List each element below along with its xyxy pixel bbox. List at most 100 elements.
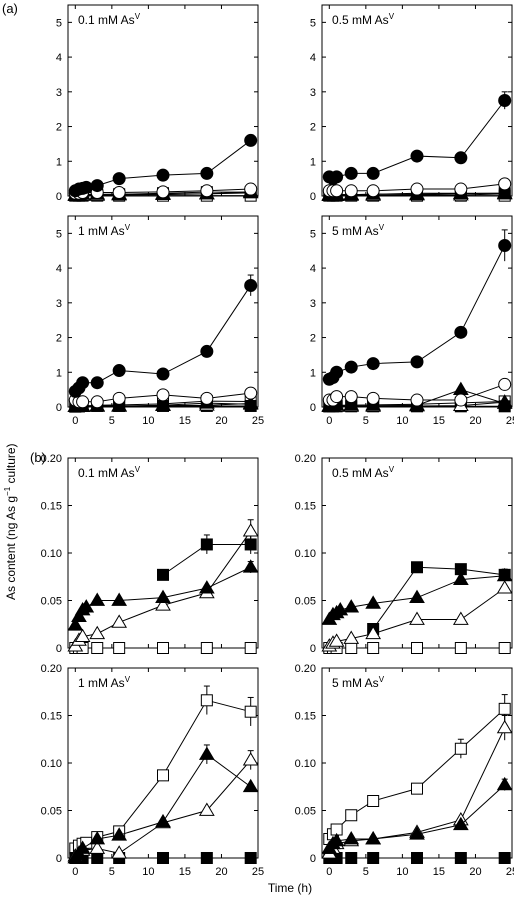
- data-point: [200, 391, 214, 405]
- data-point: [496, 567, 513, 582]
- x-tick-label: 0: [72, 415, 78, 427]
- plot-area: 0 1 2 3 4 5 0.1 mM AsV 0 1 2 3 4 5 0.5 mM AsV 0 1 2 3 4 5 0 5…: [41, 4, 514, 878]
- series-open-square: [323, 694, 511, 845]
- data-point: [90, 179, 104, 193]
- series-line: [372, 566, 505, 630]
- y-tick-label: 2: [56, 333, 62, 345]
- data-point: [156, 367, 170, 381]
- data-point: [410, 182, 424, 196]
- data-point: [244, 133, 258, 147]
- data-point: [411, 561, 423, 574]
- data-point: [242, 752, 259, 766]
- data-point: [411, 852, 423, 864]
- data-point: [344, 390, 358, 404]
- y-tick-label: 5: [310, 17, 316, 29]
- data-point: [157, 642, 169, 654]
- data-point: [244, 642, 257, 654]
- data-point: [157, 769, 169, 782]
- data-point: [156, 388, 170, 402]
- series-filled-square: [367, 561, 511, 635]
- data-point: [244, 705, 257, 718]
- x-tick-label: 20: [215, 415, 227, 427]
- data-point: [454, 742, 467, 755]
- y-tick-label: 0.05: [41, 806, 62, 818]
- x-tick-label: 10: [142, 866, 154, 878]
- data-point: [157, 568, 169, 581]
- data-point: [498, 702, 511, 715]
- x-tick-label: 5: [363, 415, 369, 427]
- chart-panel-6: 0 0.05 0.10 0.15 0.20 0.5 mM AsV: [295, 453, 513, 655]
- data-point: [112, 172, 126, 186]
- data-point: [198, 802, 215, 816]
- panel-a-label: (a): [2, 1, 18, 16]
- data-point: [454, 325, 468, 339]
- data-point: [343, 630, 360, 644]
- data-point: [345, 809, 358, 822]
- data-point: [411, 642, 423, 654]
- panel-title: 1 mM AsV: [78, 223, 131, 238]
- data-point: [111, 845, 128, 859]
- data-point: [328, 832, 345, 847]
- chart-panel-3: 0 1 2 3 4 5 0 5 10 15 20 25 1 mM AsV: [56, 215, 264, 427]
- data-point: [156, 168, 170, 182]
- data-point: [244, 278, 258, 292]
- y-axis-label: As content (ng As g−1 culture): [3, 443, 18, 600]
- data-point: [200, 344, 214, 358]
- series-filled-circle: [322, 91, 512, 186]
- data-point: [200, 852, 213, 864]
- data-point: [498, 377, 512, 391]
- y-tick-label: 2: [310, 333, 316, 345]
- data-point: [498, 239, 512, 253]
- data-point: [366, 184, 380, 198]
- chart-panel-1: 0 1 2 3 4 5 0.1 mM AsV: [56, 4, 259, 203]
- series-open-square: [323, 642, 511, 654]
- data-point: [244, 386, 258, 400]
- y-tick-label: 0.15: [295, 711, 316, 723]
- data-point: [367, 642, 380, 654]
- series-filled-triangle: [67, 744, 259, 864]
- plot-frame: [67, 4, 259, 197]
- y-tick-label: 3: [310, 87, 316, 99]
- data-point: [344, 360, 358, 374]
- x-tick-label: 20: [469, 866, 481, 878]
- data-point: [496, 185, 513, 199]
- series-filled-circle: [68, 274, 258, 398]
- x-tick-label: 5: [109, 866, 115, 878]
- chart-panel-7: 0 0.05 0.10 0.15 0.20 0 5 10 15 20 25 1 mM AsV: [41, 663, 265, 878]
- y-tick-label: 4: [310, 52, 316, 64]
- data-point: [90, 395, 104, 409]
- y-tick-label: 0: [56, 191, 62, 203]
- y-tick-label: 0: [310, 402, 316, 414]
- y-tick-label: 0.10: [295, 758, 316, 770]
- data-point: [244, 852, 257, 864]
- y-tick-label: 0: [310, 191, 316, 203]
- data-point: [452, 381, 469, 396]
- data-point: [89, 625, 106, 640]
- x-axis-label: Time (h): [268, 881, 312, 895]
- series-filled-square: [157, 534, 257, 581]
- data-point: [200, 538, 213, 551]
- y-tick-label: 4: [56, 263, 62, 275]
- data-point: [89, 592, 106, 606]
- data-point: [452, 571, 469, 585]
- series-open-circle: [322, 377, 512, 407]
- x-tick-label: 15: [433, 415, 445, 427]
- chart-panel-8: 0 0.05 0.10 0.15 0.20 0 5 10 15 20 25 5 mM AsV: [295, 663, 514, 878]
- data-point: [111, 397, 128, 412]
- data-point: [330, 390, 344, 404]
- y-tick-label: 0.20: [295, 453, 316, 465]
- x-tick-label: 25: [252, 866, 264, 878]
- y-tick-label: 0: [56, 402, 62, 414]
- data-point: [90, 376, 104, 390]
- data-point: [410, 149, 424, 163]
- data-point: [78, 599, 95, 613]
- series-open-triangle: [67, 750, 259, 862]
- data-point: [409, 589, 425, 604]
- y-tick-label: 0.05: [41, 596, 62, 608]
- series-filled-square: [69, 852, 257, 864]
- y-tick-label: 5: [310, 228, 316, 240]
- x-tick-label: 5: [109, 415, 115, 427]
- data-point: [67, 617, 84, 631]
- data-point: [409, 611, 425, 625]
